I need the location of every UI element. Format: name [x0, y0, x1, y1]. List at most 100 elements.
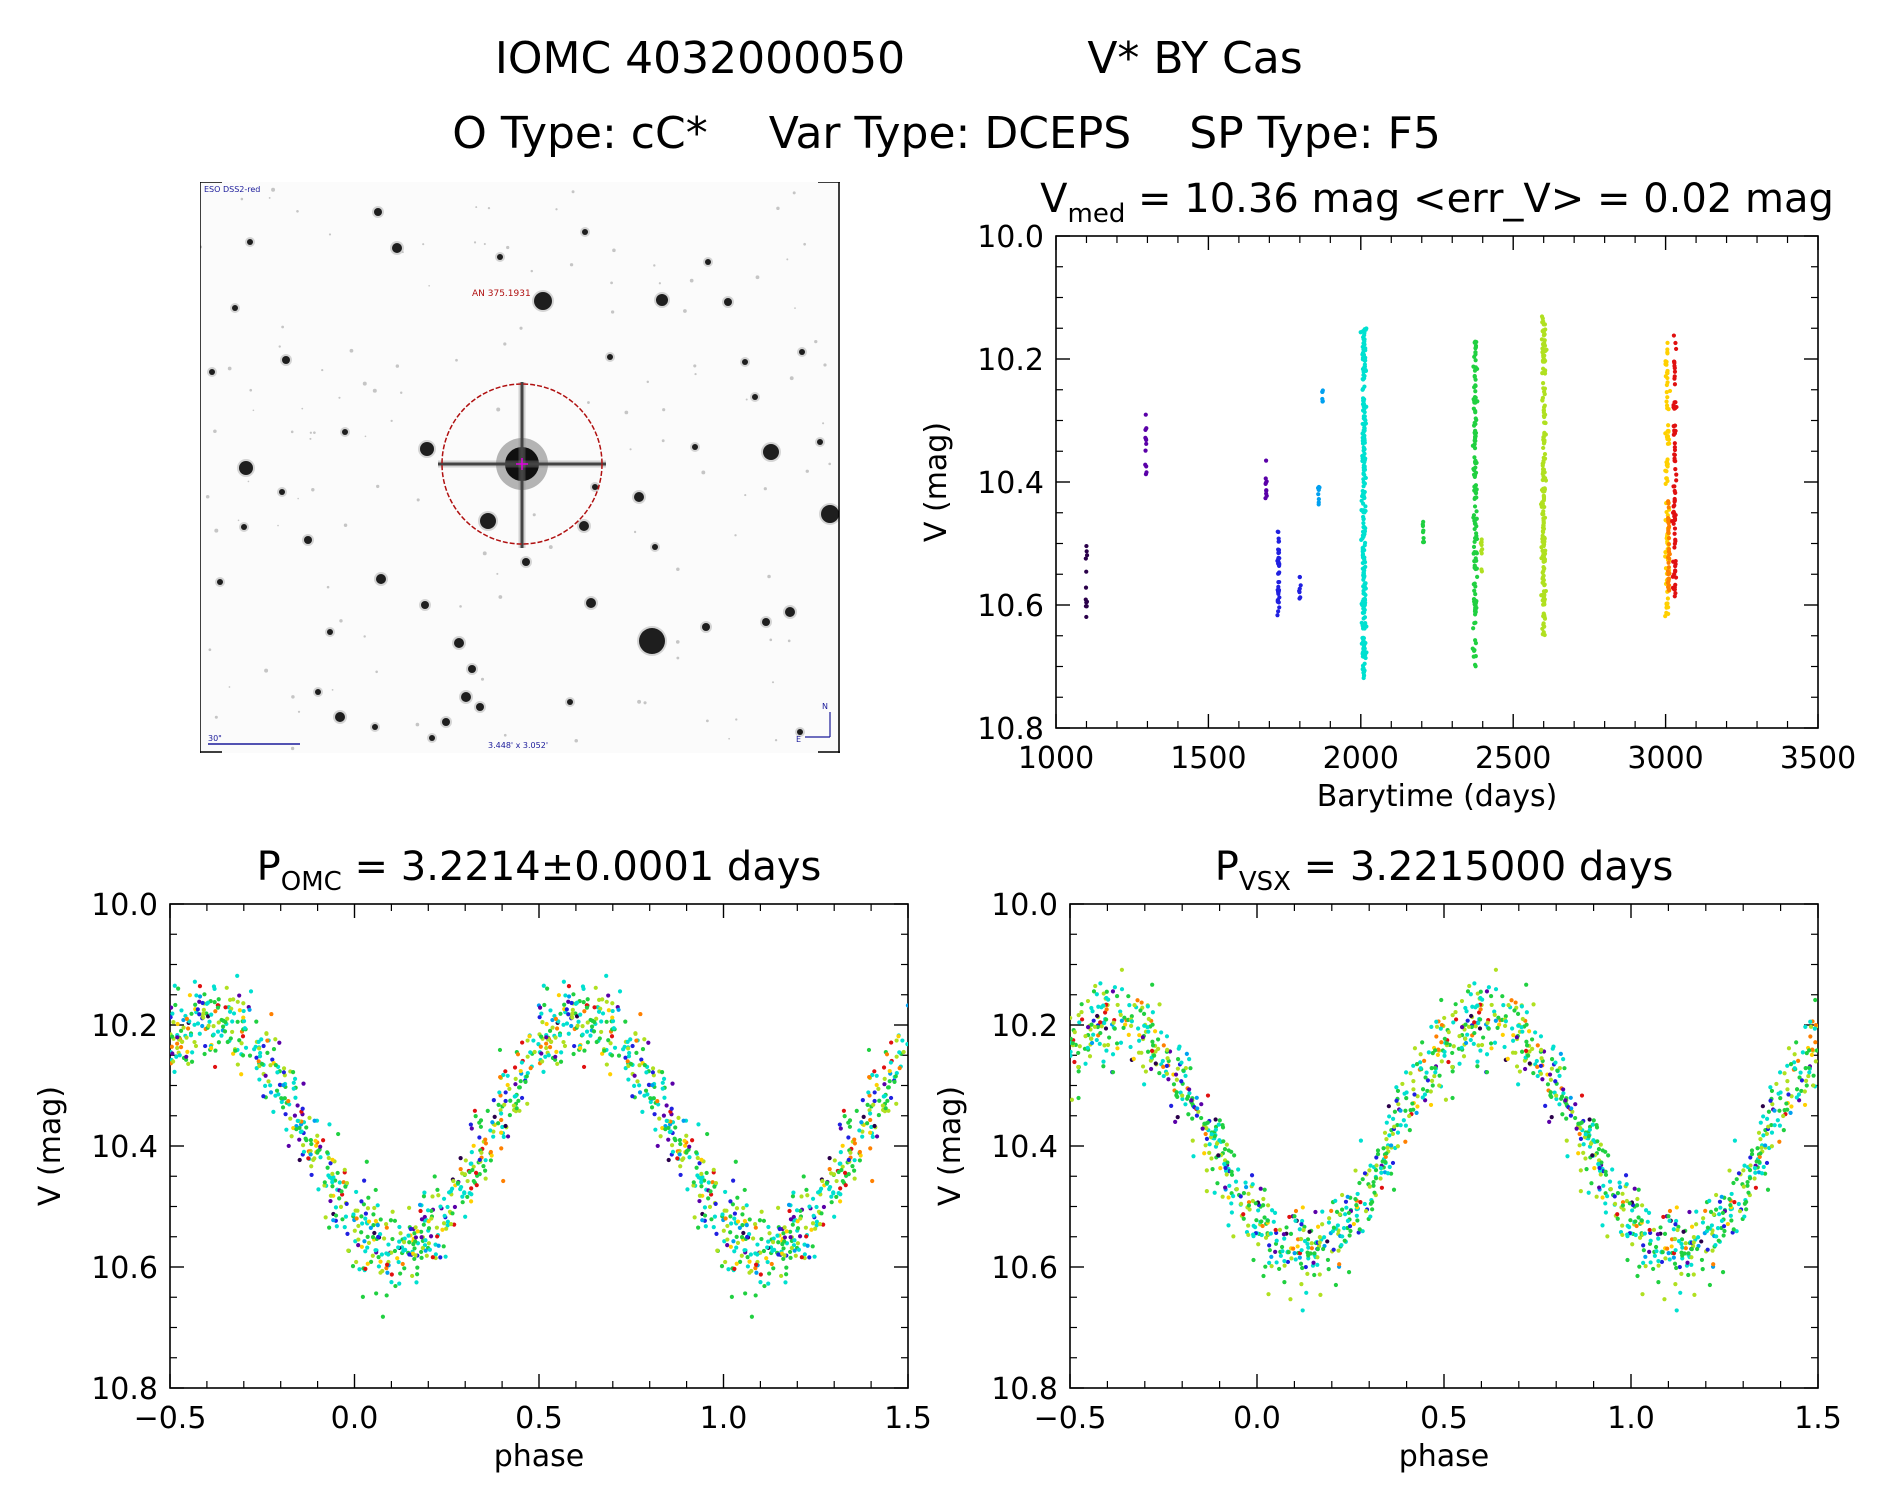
survey-label: ESO DSS2-red [204, 185, 260, 194]
phase-vsx-point [1568, 1095, 1573, 1100]
lightcurve-point [1672, 484, 1677, 489]
phase-vsx-point [1346, 1269, 1352, 1275]
phase-omc-point [847, 1118, 853, 1123]
lightcurve-point [1666, 583, 1672, 588]
phase-vsx-point [1150, 1022, 1155, 1027]
phase-omc-point [312, 1118, 317, 1123]
phase-vsx-point [1523, 1066, 1528, 1072]
phase-vsx-point [1700, 1220, 1706, 1225]
phase-vsx-point [1792, 1060, 1797, 1065]
phase-omc-point [385, 1270, 390, 1275]
phase-omc-point [767, 1271, 772, 1276]
phase-vsx-point [1383, 1159, 1388, 1165]
phase-vsx-point [1188, 1066, 1193, 1071]
phase-omc-point [554, 1049, 559, 1055]
phase-omc-point [277, 1082, 283, 1087]
phase-vsx-point [1404, 1090, 1409, 1095]
lightcurve-point [1316, 492, 1321, 497]
lightcurve-point [1673, 569, 1678, 574]
phase-omc-point [185, 1049, 190, 1055]
phase-omc-point [460, 1171, 465, 1176]
phase-omc-point [887, 1068, 892, 1074]
phase-omc-point [203, 1043, 208, 1049]
phase-vsx-point [1501, 1002, 1506, 1008]
phase-omc-point [460, 1194, 465, 1199]
phase-omc-point [831, 1190, 836, 1195]
phase-omc-point [541, 983, 546, 988]
phase-vsx-point [1583, 1156, 1588, 1161]
phase-omc-point [184, 1054, 189, 1059]
phase-vsx-point [1325, 1257, 1331, 1263]
phase-omc-point [490, 1120, 495, 1125]
phase-vsx-point [1792, 1052, 1797, 1057]
phase-omc-point [524, 1074, 529, 1079]
phase-omc-frame [169, 903, 909, 1389]
phase-omc-point [611, 1026, 616, 1031]
phase-omc-point [640, 1109, 645, 1114]
phase-omc-point [330, 1180, 335, 1185]
phase-vsx-point [1553, 1060, 1558, 1065]
phase-vsx-point [1639, 1203, 1645, 1208]
phase-vsx-point [1262, 1187, 1267, 1192]
phase-omc-point [839, 1167, 844, 1173]
phase-vsx-point [1561, 1087, 1566, 1092]
phase-omc-point [268, 1090, 274, 1095]
phase-omc-point [697, 1193, 703, 1198]
phase-omc-point [888, 1095, 894, 1101]
phase-vsx-point [1091, 989, 1097, 994]
phase-vsx-point [1559, 1096, 1564, 1101]
phase-omc-point [677, 1138, 682, 1143]
lightcurve-point [1473, 592, 1478, 597]
phase-omc-point [519, 1060, 525, 1065]
phase-omc-point [781, 1231, 786, 1236]
phase-omc-point [867, 1074, 872, 1080]
phase-omc-point [419, 1217, 425, 1222]
phase-omc-point [581, 986, 586, 991]
phase-omc-point [448, 1189, 453, 1194]
phase-omc-point [604, 1019, 609, 1024]
phase-vsx-point [1251, 1232, 1256, 1237]
phase-omc-point [408, 1226, 413, 1232]
lightcurve-point [1665, 434, 1670, 439]
phase-vsx-point [1217, 1118, 1222, 1123]
phase-vsx-point [1516, 1082, 1521, 1087]
phase-omc-point [870, 1072, 875, 1078]
phase-vsx-point [1598, 1172, 1603, 1177]
phase-vsx-point [1089, 1040, 1095, 1046]
phase-omc-point [231, 1011, 237, 1016]
phase-vsx-points [1070, 967, 1818, 1313]
phase-omc-point [187, 993, 193, 998]
phase-vsx-point [1118, 1040, 1124, 1045]
phase-omc-point [558, 1011, 563, 1016]
phase-vsx-point [1581, 1150, 1586, 1155]
phase-omc-point [753, 1266, 758, 1271]
lightcurve-point [1665, 457, 1670, 462]
phase-omc-point [562, 1043, 568, 1049]
lightcurve-xtick-label: 3500 [1780, 741, 1856, 776]
phase-omc-point [578, 1012, 583, 1017]
phase-vsx-point [1770, 1102, 1775, 1107]
phase-omc-point [742, 1248, 747, 1253]
phase-vsx-point [1605, 1234, 1610, 1239]
phase-omc-point [297, 1125, 302, 1130]
phase-omc-point [592, 1005, 597, 1010]
phase-omc-point [762, 1283, 767, 1289]
lightcurve-point [1665, 478, 1670, 484]
phase-vsx-point [1426, 1050, 1431, 1055]
phase-vsx-point [1555, 1068, 1560, 1073]
phase-omc-point [581, 1064, 587, 1070]
phase-vsx-point [1813, 1059, 1818, 1064]
phase-omc-point [271, 1109, 276, 1114]
phase-vsx-point [1190, 1116, 1195, 1121]
phase-vsx-point [1641, 1248, 1646, 1253]
lightcurve-point [1672, 516, 1678, 521]
phase-omc-point [848, 1150, 853, 1155]
phase-omc-point [354, 1216, 359, 1221]
phase-vsx-point [1549, 1094, 1554, 1099]
phase-omc-point [172, 983, 177, 988]
phase-omc-point [389, 1250, 394, 1255]
phase-omc-point [383, 1222, 389, 1227]
lightcurve-point [1363, 592, 1368, 598]
phase-vsx-point [1578, 1136, 1584, 1142]
phase-vsx-point [1251, 1257, 1256, 1263]
